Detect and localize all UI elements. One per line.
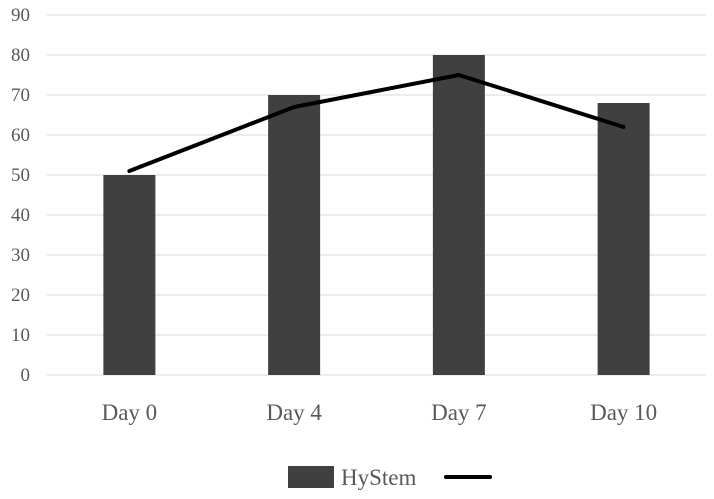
bar bbox=[597, 103, 650, 375]
y-tick-label: 50 bbox=[11, 165, 30, 186]
y-tick-label: 20 bbox=[11, 285, 30, 306]
x-category-label: Day 0 bbox=[102, 400, 158, 425]
bar bbox=[268, 95, 321, 375]
bar-series bbox=[103, 55, 650, 375]
x-category-label: Day 10 bbox=[590, 400, 657, 425]
legend-bar-swatch bbox=[288, 466, 334, 488]
y-tick-label: 90 bbox=[11, 5, 30, 26]
y-axis-tick-labels: 0 10 20 30 40 50 60 70 80 90 bbox=[11, 5, 30, 386]
y-tick-label: 60 bbox=[11, 125, 30, 146]
series-line bbox=[127, 73, 626, 173]
y-tick-label: 80 bbox=[11, 45, 30, 66]
y-tick-label: 0 bbox=[21, 365, 31, 386]
bar bbox=[103, 175, 156, 375]
y-tick-label: 30 bbox=[11, 245, 30, 266]
x-category-label: Day 7 bbox=[431, 400, 487, 425]
x-axis-category-labels: Day 0 Day 4 Day 7 Day 10 bbox=[102, 400, 658, 425]
legend-label: HyStem bbox=[341, 465, 417, 490]
legend: HyStem bbox=[288, 465, 492, 490]
gridlines bbox=[47, 14, 706, 376]
line-series bbox=[127, 73, 626, 173]
y-tick-label: 70 bbox=[11, 85, 30, 106]
bar bbox=[432, 55, 485, 375]
y-tick-label: 10 bbox=[11, 325, 30, 346]
x-category-label: Day 4 bbox=[266, 400, 322, 425]
y-tick-label: 40 bbox=[11, 205, 30, 226]
